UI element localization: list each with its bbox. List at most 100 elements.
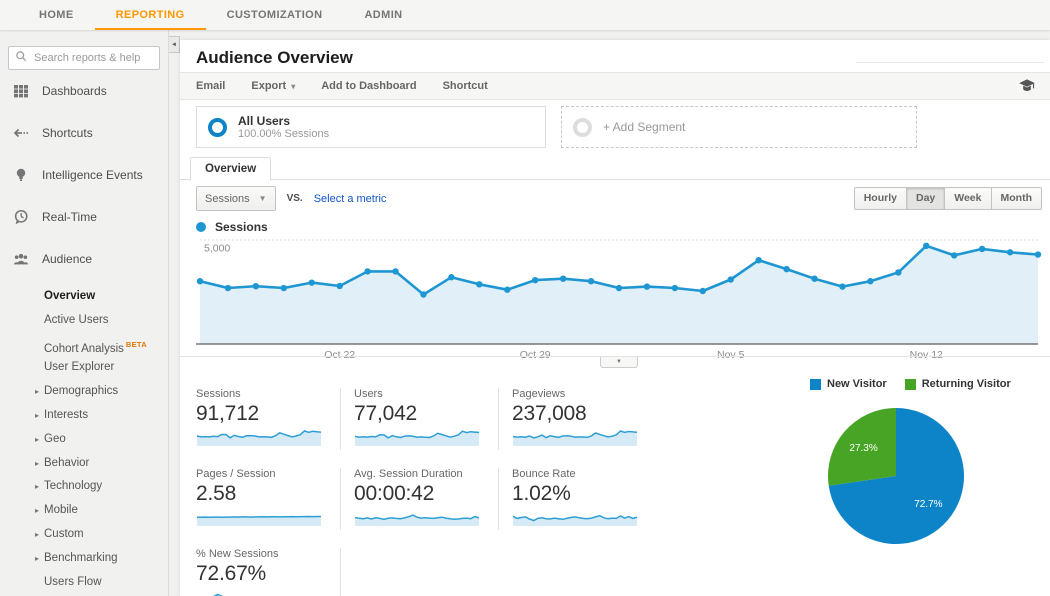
metric-value: 00:00:42 [354, 482, 435, 505]
metric-label: Pages / Session [196, 468, 276, 480]
sidebar-item-overview[interactable]: Overview [0, 285, 168, 309]
intelligence-icon [13, 167, 29, 183]
sidebar-item-active-users[interactable]: Active Users [0, 309, 168, 333]
sidebar-item-label: Intelligence Events [42, 168, 143, 182]
caret-down-icon: ▾ [291, 81, 296, 91]
expand-triangle-icon: ▸ [35, 387, 40, 397]
segment-all-users[interactable]: All Users 100.00% Sessions [196, 106, 546, 148]
granularity-hourly-button[interactable]: Hourly [853, 187, 907, 210]
add-segment-button[interactable]: + Add Segment [561, 106, 917, 148]
sidebar-item-dashboards[interactable]: Dashboards [0, 70, 168, 112]
toolbar-button-label: Add to Dashboard [321, 80, 417, 92]
select-metric-link[interactable]: Select a metric [313, 192, 387, 205]
sidebar-item-label: User Explorer [44, 361, 115, 374]
sidebar-item-label: Geo [44, 432, 66, 445]
collapse-sidebar-button[interactable]: ◄ [169, 36, 180, 53]
sidebar-item-behavior[interactable]: ▸ Behavior [0, 452, 168, 476]
chart-annotations-handle[interactable]: ▼ [600, 357, 638, 368]
metric-tile-pages-session: Pages / Session 2.58 [196, 468, 340, 530]
toolbar-button-label: Shortcut [442, 80, 488, 92]
nav-tab-home[interactable]: HOME [39, 9, 74, 21]
nav-tab-customization[interactable]: CUSTOMIZATION [226, 9, 323, 21]
audience-sub-list: Overview Active Users Cohort Analysis BETA U… [0, 285, 168, 594]
visitor-type-pie-chart[interactable]: 72.7% 27.3% [826, 406, 966, 546]
sidebar-item-custom[interactable]: ▸ Custom [0, 523, 168, 547]
granularity-month-button[interactable]: Month [991, 187, 1042, 210]
sidebar-item-users-flow[interactable]: Users Flow [0, 571, 168, 595]
sessions-legend-label: Sessions [215, 220, 268, 234]
sidebar-item-benchmarking[interactable]: ▸ Benchmarking [0, 547, 168, 571]
toolbar-email-button[interactable]: Email [196, 80, 225, 92]
metric-tile-new-sessions: % New Sessions 72.67% [196, 548, 340, 596]
sidebar-item-audience[interactable]: Audience [0, 238, 168, 280]
add-segment-label: + Add Segment [603, 120, 686, 134]
sessions-legend-dot-icon [196, 222, 206, 232]
sidebar-sections: Dashboards Shortcuts Intelligence Events Re… [0, 70, 168, 280]
metric-sparkline [512, 430, 638, 446]
metric-sparkline [354, 514, 480, 526]
toolbar-add-to-dashboard-button[interactable]: Add to Dashboard [321, 80, 416, 92]
metric-tile-sessions: Sessions 91,712 [196, 388, 340, 450]
sidebar-item-interests[interactable]: ▸ Interests [0, 404, 168, 428]
sidebar-item-real-time[interactable]: Real-Time [0, 196, 168, 238]
granularity-week-button[interactable]: Week [945, 187, 992, 210]
sidebar-item-technology[interactable]: ▸ Technology [0, 475, 168, 499]
report-toolbar: Email Export ▾ Add to Dashboard Shortcut [180, 72, 1050, 100]
metric-tile-users: Users 77,042 [340, 388, 498, 450]
svg-text:5,000: 5,000 [204, 243, 230, 255]
tab-overview[interactable]: Overview [190, 157, 272, 181]
metric-tile-empty [340, 548, 498, 596]
sidebar-item-label: Demographics [44, 385, 119, 398]
collapse-left-icon: ◄ [171, 41, 177, 48]
sidebar-item-mobile[interactable]: ▸ Mobile [0, 499, 168, 523]
sidebar-item-label: Benchmarking [44, 551, 118, 564]
nav-tab-admin[interactable]: ADMIN [364, 9, 403, 21]
segment-title: All Users [238, 113, 291, 128]
search-input[interactable] [32, 51, 153, 65]
metric-row: Sessions 91,712 Users 77,042 Pageviews 237,00… [196, 388, 656, 450]
expand-triangle-icon: ▸ [35, 506, 40, 516]
sidebar-item-shortcuts[interactable]: Shortcuts [0, 112, 168, 154]
sidebar-item-intelligence-events[interactable]: Intelligence Events [0, 154, 168, 196]
sidebar-item-geo[interactable]: ▸ Geo [0, 428, 168, 452]
metric-value: 2.58 [196, 482, 237, 505]
sidebar-item-cohort-analysis[interactable]: Cohort Analysis BETA [0, 333, 168, 357]
metric-tile-avg-session-duration: Avg. Session Duration 00:00:42 [340, 468, 498, 530]
expand-triangle-icon: ▸ [35, 482, 40, 492]
graduation-cap-icon[interactable] [1018, 76, 1036, 94]
report-content: Audience Overview Email Export ▾ Add to Das… [180, 40, 1050, 596]
pie-legend-label: New Visitor [827, 378, 887, 390]
sidebar-item-user-explorer[interactable]: User Explorer [0, 356, 168, 380]
granularity-day-button[interactable]: Day [906, 187, 946, 210]
expand-triangle-icon: ▸ [35, 434, 40, 444]
caret-down-icon: ▼ [258, 194, 267, 203]
sidebar-item-label: Cohort Analysis [44, 342, 124, 355]
report-tab-row: Overview [180, 156, 1050, 181]
metric-label: Bounce Rate [512, 468, 576, 480]
toolbar-shortcut-button[interactable]: Shortcut [443, 80, 488, 92]
realtime-icon [13, 209, 29, 225]
search-box[interactable] [8, 46, 160, 70]
toolbar-export-button[interactable]: Export ▾ [251, 80, 295, 92]
sidebar-item-demographics[interactable]: ▸ Demographics [0, 380, 168, 404]
search-icon [15, 49, 27, 67]
metric-sparkline [196, 430, 322, 446]
add-segment-donut-icon [573, 117, 592, 137]
metric-value: 77,042 [354, 402, 418, 425]
metric-value: 72.67% [196, 562, 267, 585]
metric-tiles: Sessions 91,712 Users 77,042 Pageviews 237,00… [196, 388, 656, 596]
shortcuts-icon [13, 125, 29, 141]
svg-text:Nov 12: Nov 12 [910, 349, 943, 361]
page-title: Audience Overview [196, 48, 353, 67]
dashboards-icon [13, 83, 29, 99]
expand-triangle-icon: ▸ [35, 529, 40, 539]
metric-label: Sessions [196, 388, 241, 400]
metric-label: % New Sessions [196, 548, 279, 560]
metric-selector-dropdown[interactable]: Sessions ▼ [196, 186, 276, 211]
segment-donut-icon [208, 117, 227, 137]
toolbar-button-label: Email [196, 80, 226, 92]
nav-tab-reporting[interactable]: REPORTING [94, 0, 206, 30]
metric-value: 237,008 [512, 402, 587, 425]
pie-legend: New Visitor Returning Visitor [810, 378, 1011, 390]
